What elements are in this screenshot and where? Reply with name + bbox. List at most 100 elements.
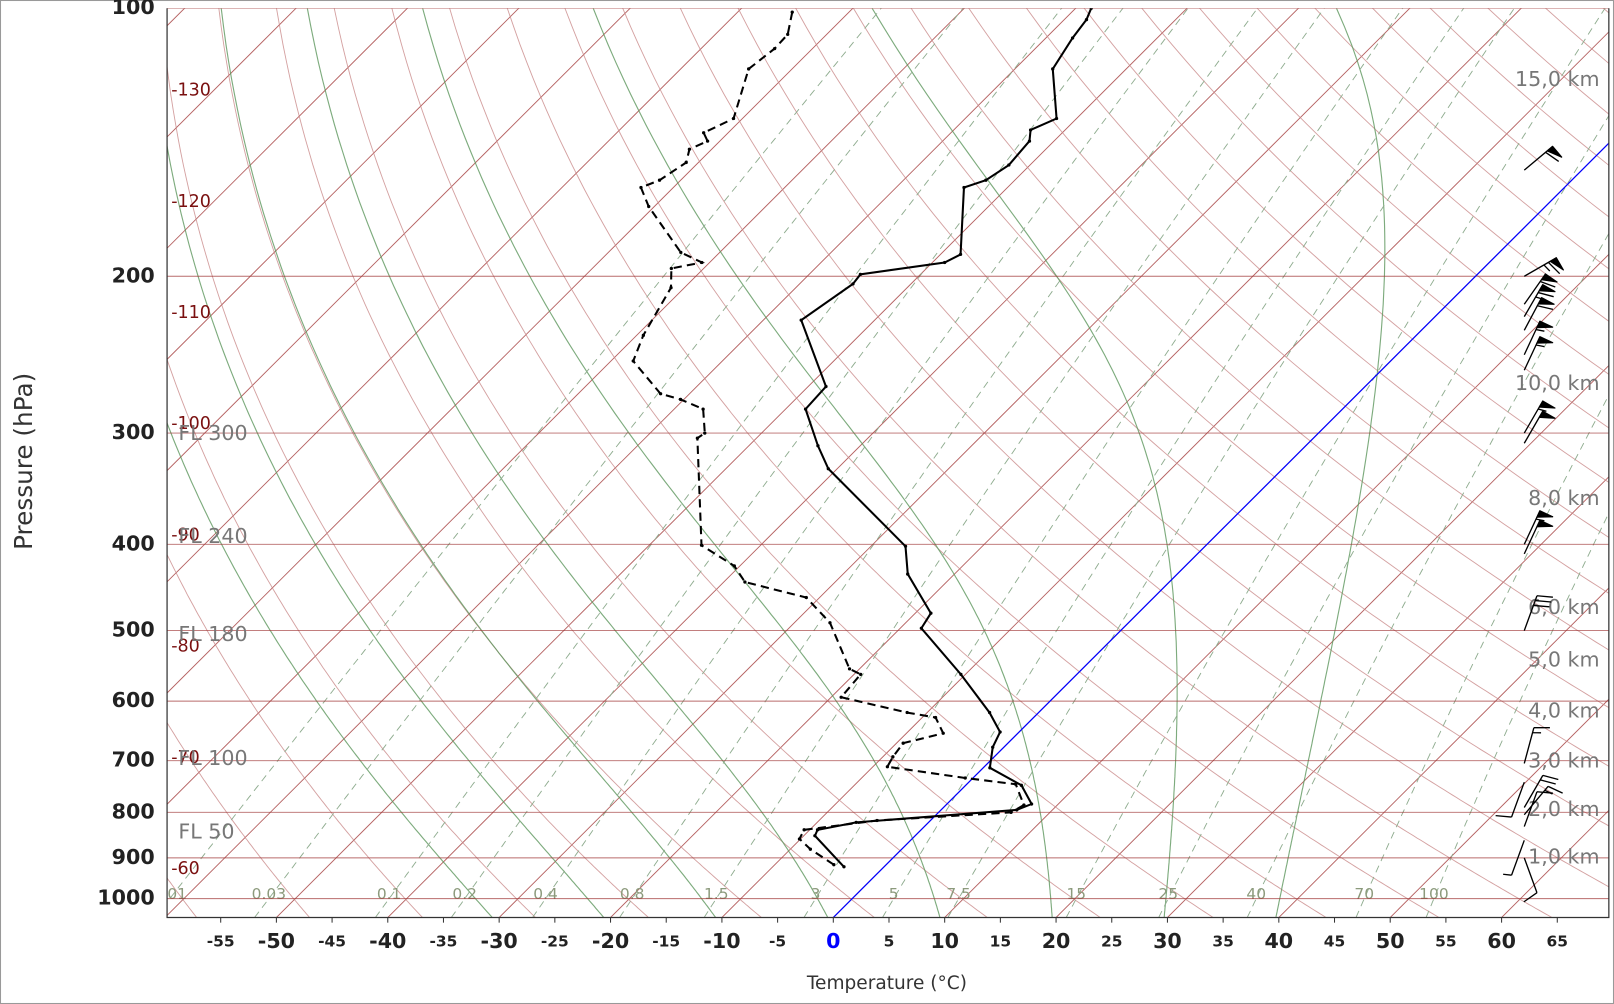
trace-point (905, 710, 909, 715)
isotherm (167, 8, 631, 472)
barb-staff (1503, 840, 1525, 876)
background-lines: 0.01 0.03 0.1 0.2 0.4 0.8 1.5 3 5 7.5 15 25 40 70 100 (167, 8, 1609, 918)
x-tick-label: 35 (1212, 933, 1234, 951)
y-tick-label: 300 (112, 420, 155, 444)
height-label: 2,0 km (1528, 797, 1599, 821)
trace-point (851, 282, 855, 286)
y-tick-label: 200 (112, 263, 155, 287)
wind-barb (1523, 257, 1565, 277)
mixing-ratio-line (532, 8, 1189, 918)
barb-staff (1523, 791, 1553, 827)
trace-point (875, 818, 879, 823)
dry-adiabat (910, 8, 1609, 651)
trace-point (804, 595, 808, 600)
trace-point (959, 672, 963, 677)
dry-adiabat (1141, 8, 1609, 429)
isotherm (1389, 698, 1609, 918)
barb-flag (1536, 519, 1554, 528)
trace-point (699, 543, 704, 547)
trace-point (1070, 36, 1075, 40)
x-axis-label: Temperature (°C) (806, 973, 967, 994)
trace-point (802, 828, 806, 832)
dry-adiabat (852, 8, 1609, 709)
x-tick-label: 25 (1101, 933, 1123, 951)
x-tick-label: 30 (1153, 929, 1182, 953)
wind-barb (1523, 273, 1558, 305)
trace-point (1022, 803, 1026, 807)
mixing-ratio-line (803, 8, 1404, 918)
trace-point (933, 715, 938, 720)
barb-staff (1523, 857, 1538, 903)
x-tick-label: 45 (1324, 933, 1346, 951)
trace-point (891, 755, 895, 759)
foreground: 1002003004005006007008009001000-130-120-… (97, 0, 1610, 953)
height-label: 5,0 km (1528, 648, 1599, 672)
x-tick-label: 40 (1264, 929, 1293, 953)
trace-point (832, 863, 836, 867)
height-label: 10,0 km (1515, 371, 1600, 395)
x-tick-label: 0 (826, 929, 840, 953)
y-tick-label: 800 (112, 799, 155, 823)
wind-barb (1523, 335, 1554, 371)
barb-flag (1536, 335, 1554, 344)
wind-barb (1523, 595, 1553, 631)
y-tick-label: 400 (112, 531, 155, 555)
x-tick-label: -35 (430, 933, 458, 951)
trace-point (786, 32, 790, 37)
trace-point (906, 572, 910, 576)
trace-point (641, 333, 646, 337)
x-tick-label: 20 (1042, 929, 1071, 953)
trace-point (1028, 128, 1033, 132)
isotherm-label: -130 (171, 81, 211, 101)
wind-barb (1523, 857, 1538, 903)
y-tick-label: 900 (112, 845, 155, 869)
barb-flag (1546, 145, 1563, 158)
isotherm (275, 8, 1188, 918)
wind-barb (1523, 296, 1555, 331)
isotherm-label: -110 (171, 303, 211, 323)
trace-point (1007, 163, 1011, 167)
trace-point (858, 272, 863, 276)
trace-point (703, 431, 707, 435)
trace-point (732, 564, 736, 568)
mixing-ratio-label: 1.5 (704, 885, 729, 903)
trace-point (824, 384, 828, 389)
barb-staff (1523, 726, 1550, 764)
isotherm (721, 31, 1609, 918)
trace-point (984, 178, 988, 182)
wind-barb (1523, 320, 1554, 356)
mixing-ratio-line (1425, 511, 1609, 918)
trace-point (701, 407, 705, 411)
x-tick-label: -30 (481, 929, 518, 953)
x-tick-label: 10 (930, 929, 959, 953)
trace-point (808, 847, 813, 851)
barb-flag (1538, 400, 1556, 409)
barb-flag (1549, 257, 1565, 271)
flight-level-label: FL 180 (178, 622, 247, 646)
flight-level-label: FL 300 (178, 421, 247, 445)
trace-point (998, 730, 1002, 734)
x-tick-label: -40 (369, 929, 406, 953)
trace-point (647, 204, 651, 209)
trace-point (1019, 783, 1024, 787)
trace-point (919, 626, 924, 630)
mixing-ratio-label: 5 (889, 885, 899, 903)
trace-point (639, 185, 643, 190)
dry-adiabat (737, 8, 1609, 827)
mixing-ratio-line (619, 8, 1259, 918)
isotherm-label: -80 (171, 637, 200, 657)
wind-barb (1523, 283, 1556, 317)
mixing-ratio-line (1065, 8, 1606, 918)
barb-flag (1540, 273, 1558, 283)
isotherm-label: -100 (171, 414, 211, 434)
isotherm (167, 8, 965, 805)
x-tick-label: -15 (652, 933, 680, 951)
dry-adiabat (968, 8, 1609, 594)
trace-point (746, 67, 751, 71)
traces (631, 8, 1093, 869)
mixing-ratio-line (882, 8, 1465, 918)
trace-point (839, 695, 843, 699)
mixing-ratio-line (167, 8, 882, 903)
dry-adiabat (1025, 8, 1609, 539)
